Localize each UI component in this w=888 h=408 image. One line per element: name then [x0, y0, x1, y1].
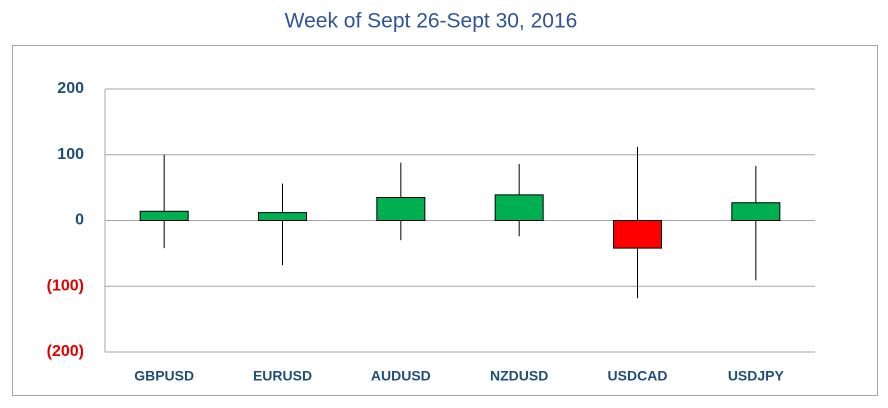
candle-body [613, 220, 662, 249]
y-tick-label: 200 [57, 80, 84, 97]
candle-body [376, 196, 426, 222]
y-tick-label: 0 [75, 212, 84, 229]
x-tick-label: USDJPY [728, 368, 785, 384]
chart-title: Week of Sept 26-Sept 30, 2016 [285, 10, 578, 33]
y-tick-label: (200) [47, 343, 84, 360]
y-tick-label: 100 [57, 146, 84, 163]
x-tick-label: EURUSD [253, 368, 312, 384]
candle-body [258, 212, 307, 222]
candle-body [139, 210, 189, 221]
x-tick-label: GBPUSD [134, 368, 194, 384]
chart-border [12, 45, 878, 396]
candle-body [494, 194, 544, 221]
candle-body [731, 202, 781, 221]
x-tick-label: AUDUSD [371, 368, 431, 384]
y-tick-label: (100) [47, 277, 84, 294]
x-tick-label: NZDUSD [490, 368, 548, 384]
x-tick-label: USDCAD [608, 368, 668, 384]
